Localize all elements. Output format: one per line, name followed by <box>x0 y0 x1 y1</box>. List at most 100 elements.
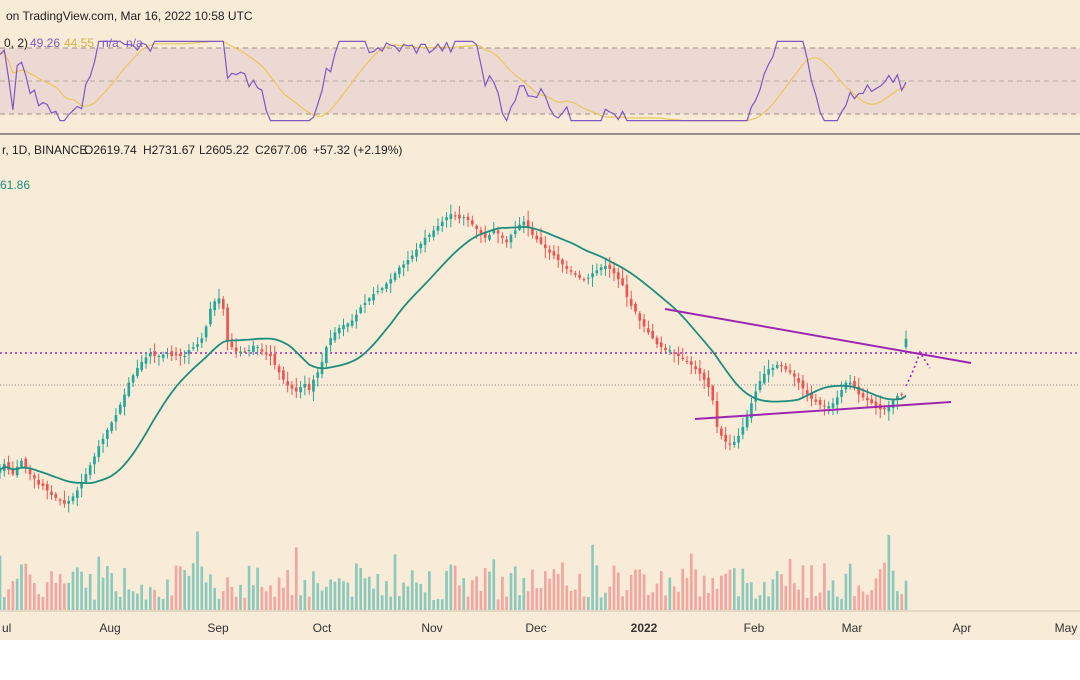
volume-bar <box>307 596 311 610</box>
candle-body <box>436 226 440 231</box>
candle-body <box>183 356 186 358</box>
candle-body <box>217 298 221 304</box>
candle-body <box>831 403 835 408</box>
candle-body <box>110 422 113 431</box>
candle-body <box>835 397 839 405</box>
candle-body <box>294 387 298 392</box>
candle-body <box>840 390 843 397</box>
candle-body <box>415 249 418 257</box>
candle-body <box>170 351 174 357</box>
candle-body <box>801 380 805 389</box>
volume-bar <box>458 585 461 610</box>
volume-bar <box>483 568 487 610</box>
candle-body <box>389 279 393 284</box>
candle-body <box>282 370 285 380</box>
candle-body <box>823 405 826 407</box>
candle-body <box>7 462 10 470</box>
attribution-text: on TradingView.com, Mar 16, 2022 10:58 U… <box>6 9 253 23</box>
candle-body <box>325 347 328 364</box>
volume-bar <box>0 555 2 610</box>
volume-bar <box>574 589 577 610</box>
candle-body <box>174 354 178 356</box>
volume-bar <box>282 587 285 610</box>
volume-bar <box>522 577 526 610</box>
candle-body <box>788 370 792 373</box>
candle-body <box>659 342 663 348</box>
support-trendline[interactable] <box>694 401 952 420</box>
candle-body <box>479 230 483 234</box>
volume-bar <box>423 592 427 610</box>
volume-bar <box>805 597 809 610</box>
candle-body <box>196 344 199 347</box>
candle-body <box>256 347 259 349</box>
volume-bar <box>50 571 53 610</box>
candle-body <box>797 378 800 383</box>
volume-bar <box>24 563 28 610</box>
volume-bar <box>797 589 800 610</box>
candle-body <box>561 259 564 265</box>
volume-bar <box>539 588 543 610</box>
volume-bar <box>337 578 341 610</box>
volume-bar <box>531 569 534 610</box>
volume-bar <box>904 580 908 610</box>
volume-bar <box>681 568 685 610</box>
volume-bar <box>303 579 307 610</box>
x-axis-tick-label: May <box>1055 621 1078 635</box>
volume-bar <box>629 574 633 610</box>
volume-bar <box>239 584 242 610</box>
volume-bar <box>217 598 221 610</box>
candle-body <box>638 313 642 321</box>
candle-body <box>209 308 212 325</box>
candle-body <box>732 441 736 446</box>
candle-body <box>153 351 156 357</box>
candle-body <box>286 381 290 386</box>
candle-body <box>264 352 268 355</box>
candle-body <box>247 350 251 352</box>
volume-bar <box>127 589 131 610</box>
candle-body <box>402 264 405 268</box>
candle-body <box>741 426 745 435</box>
volume-bar <box>58 574 62 610</box>
candle-body <box>737 435 740 443</box>
volume-bar <box>440 599 444 610</box>
volume-bar <box>711 577 715 610</box>
volume-bar <box>402 582 405 610</box>
volume-bar <box>123 567 126 610</box>
volume-bar <box>166 579 169 610</box>
candle-body <box>702 372 706 380</box>
resistance-trendline[interactable] <box>664 308 972 364</box>
candle-body <box>866 397 869 401</box>
volume-bar <box>290 594 294 610</box>
volume-bar <box>621 596 624 610</box>
volume-bar <box>475 576 478 610</box>
volume-bar <box>140 584 144 610</box>
volume-bar <box>406 586 410 610</box>
ohlc-open: O2619.74 <box>84 143 137 157</box>
candle-body <box>501 235 504 238</box>
volume-bar <box>509 573 513 610</box>
volume-bar <box>97 556 101 610</box>
volume-bar <box>131 591 135 610</box>
x-axis-tick-label: Aug <box>99 621 120 635</box>
volume-bar <box>526 591 530 610</box>
volume-bar <box>136 593 139 610</box>
candle-body <box>458 214 461 219</box>
volume-bar <box>737 596 740 610</box>
volume-bar <box>608 586 612 610</box>
candle-body <box>157 356 161 358</box>
candle-body <box>67 500 71 504</box>
volume-bar <box>359 568 363 610</box>
candle-body <box>496 230 500 234</box>
volume-bar <box>419 584 423 610</box>
volume-bar <box>543 571 547 610</box>
candle-body <box>552 251 556 256</box>
candle-body <box>629 298 633 306</box>
candle-body <box>591 273 594 278</box>
candle-body <box>432 230 436 237</box>
volume-bar <box>565 585 569 610</box>
volume-bar <box>106 565 109 610</box>
price-legend: r, 1D, BINANCE O2619.74 H2731.67 L2605.2… <box>0 143 402 192</box>
candle-body <box>127 382 131 397</box>
volume-bar <box>277 577 281 610</box>
